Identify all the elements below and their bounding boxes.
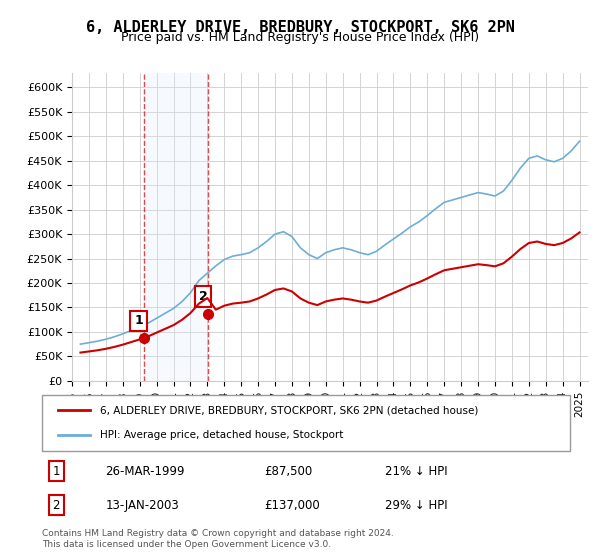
Text: £87,500: £87,500 — [264, 465, 312, 478]
FancyBboxPatch shape — [42, 395, 570, 451]
Text: 6, ALDERLEY DRIVE, BREDBURY, STOCKPORT, SK6 2PN: 6, ALDERLEY DRIVE, BREDBURY, STOCKPORT, … — [86, 20, 514, 35]
Text: 13-JAN-2003: 13-JAN-2003 — [106, 499, 179, 512]
Text: 1: 1 — [53, 465, 60, 478]
Text: 6, ALDERLEY DRIVE, BREDBURY, STOCKPORT, SK6 2PN (detached house): 6, ALDERLEY DRIVE, BREDBURY, STOCKPORT, … — [100, 405, 478, 416]
Text: 26-MAR-1999: 26-MAR-1999 — [106, 465, 185, 478]
Text: 2: 2 — [53, 499, 60, 512]
Text: Price paid vs. HM Land Registry's House Price Index (HPI): Price paid vs. HM Land Registry's House … — [121, 31, 479, 44]
Text: 2: 2 — [199, 290, 208, 303]
Text: Contains HM Land Registry data © Crown copyright and database right 2024.
This d: Contains HM Land Registry data © Crown c… — [42, 529, 394, 549]
Text: 1: 1 — [134, 314, 143, 328]
Text: £137,000: £137,000 — [264, 499, 320, 512]
Text: HPI: Average price, detached house, Stockport: HPI: Average price, detached house, Stoc… — [100, 430, 343, 440]
Text: 21% ↓ HPI: 21% ↓ HPI — [385, 465, 448, 478]
Bar — [143, 73, 208, 381]
Text: 29% ↓ HPI: 29% ↓ HPI — [385, 499, 448, 512]
